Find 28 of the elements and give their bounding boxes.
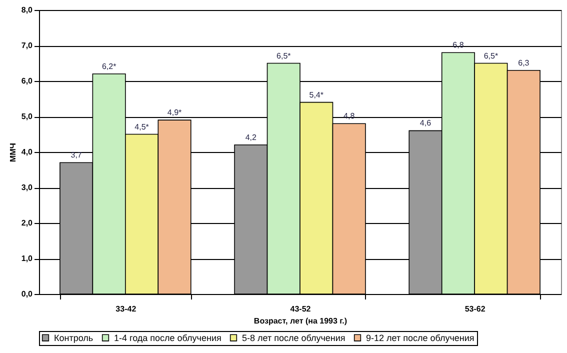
x-tick-label: 53-62 bbox=[464, 304, 486, 314]
y-tick-label: 7,0 bbox=[21, 41, 34, 50]
y-tick-label: 4,0 bbox=[21, 148, 34, 156]
y-tick-label: 2,0 bbox=[21, 218, 34, 228]
y-tick-label: 5,0 bbox=[21, 112, 34, 121]
y-tick-label: 6,0 bbox=[21, 76, 34, 86]
data-label: 6,2* bbox=[102, 62, 116, 71]
data-label: 6,5* bbox=[484, 51, 498, 60]
y-tick-label: 1,0 bbox=[21, 254, 34, 263]
legend-label: Контроль bbox=[54, 332, 94, 343]
legend-label: 1-4 года после облучения bbox=[114, 332, 222, 343]
x-axis-title: Возраст, лет (на 1993 г.) bbox=[254, 316, 348, 326]
data-label: 6,5* bbox=[276, 51, 291, 60]
legend-label: 9-12 лет после облучения bbox=[366, 332, 474, 343]
x-tick-label: 43-52 bbox=[290, 304, 312, 314]
data-label: 4,2 bbox=[245, 132, 258, 142]
y-axis-title: ММЧ bbox=[8, 142, 18, 162]
data-label: 4,6 bbox=[420, 118, 432, 128]
y-tick-label: 0,0 bbox=[21, 290, 34, 298]
data-label: 6,3 bbox=[518, 58, 530, 68]
data-label: 4,5* bbox=[134, 122, 149, 132]
data-label: 4,9* bbox=[167, 108, 182, 118]
data-label: 5,4* bbox=[309, 90, 324, 100]
y-tick-label: 3,0 bbox=[21, 183, 34, 192]
x-tick-label: 33-42 bbox=[116, 304, 137, 314]
data-label: 3,7 bbox=[70, 150, 82, 160]
legend-label: 5-8 лет после облучения bbox=[242, 332, 346, 343]
y-tick-label: 8,0 bbox=[21, 6, 34, 14]
